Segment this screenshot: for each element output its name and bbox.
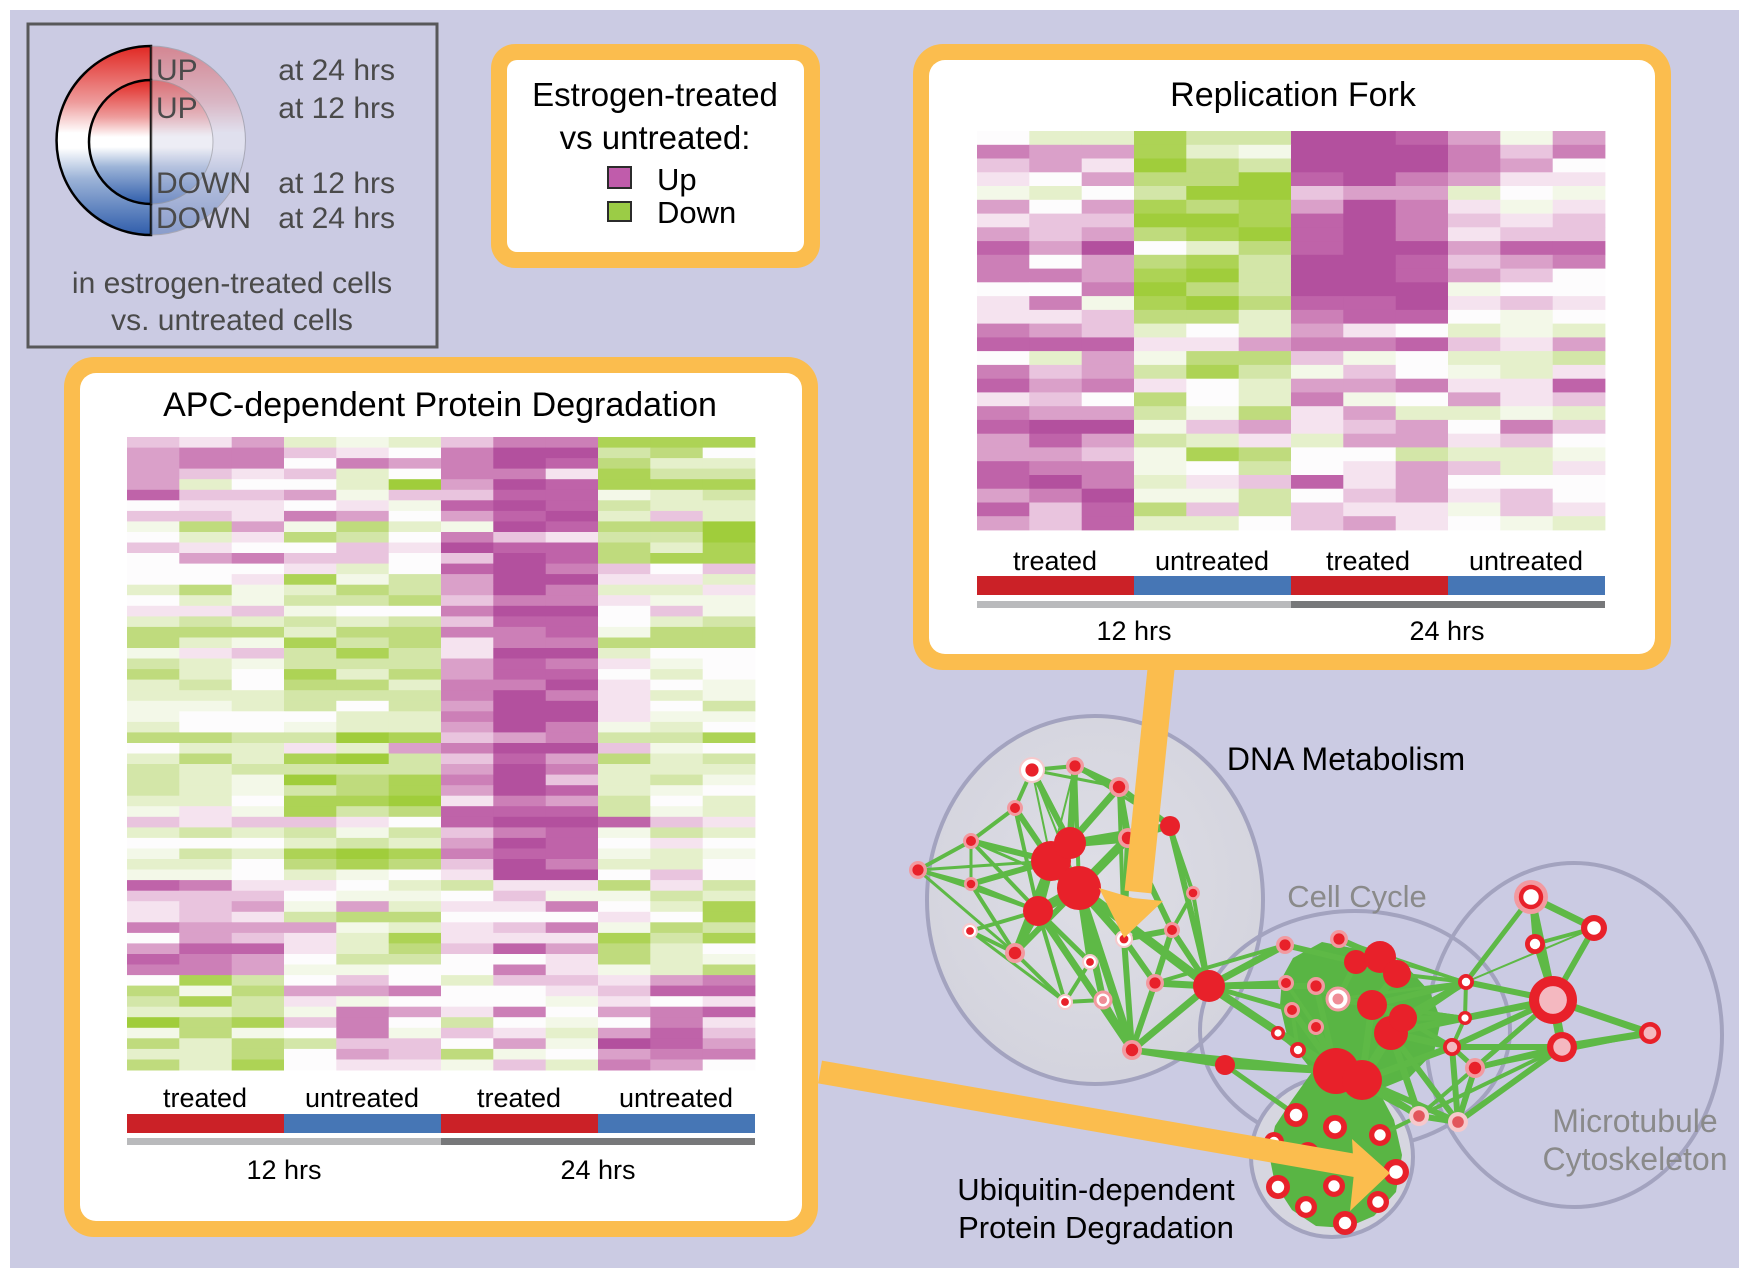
- svg-text:untreated: untreated: [1469, 546, 1583, 576]
- svg-text:treated: treated: [477, 1083, 561, 1113]
- svg-text:Up: Up: [657, 162, 697, 197]
- svg-text:APC-dependent Protein Degradat: APC-dependent Protein Degradation: [163, 386, 717, 424]
- svg-text:at 12 hrs: at 12 hrs: [278, 92, 395, 125]
- svg-text:Replication Fork: Replication Fork: [1170, 76, 1417, 114]
- svg-text:Cell Cycle: Cell Cycle: [1287, 879, 1427, 914]
- svg-text:Microtubule: Microtubule: [1552, 1103, 1717, 1139]
- svg-text:untreated: untreated: [305, 1083, 419, 1113]
- svg-text:treated: treated: [1013, 546, 1097, 576]
- svg-text:Ubiquitin-dependent: Ubiquitin-dependent: [957, 1172, 1235, 1207]
- svg-text:Estrogen-treated: Estrogen-treated: [532, 76, 778, 113]
- svg-text:vs. untreated cells: vs. untreated cells: [111, 304, 353, 337]
- svg-text:DOWN: DOWN: [156, 202, 251, 235]
- svg-text:at 24 hrs: at 24 hrs: [278, 54, 395, 87]
- svg-text:12 hrs: 12 hrs: [246, 1155, 321, 1185]
- svg-text:in estrogen-treated cells: in estrogen-treated cells: [72, 267, 392, 300]
- svg-text:Down: Down: [657, 195, 736, 230]
- svg-text:24 hrs: 24 hrs: [1409, 616, 1484, 646]
- svg-text:untreated: untreated: [619, 1083, 733, 1113]
- svg-text:DOWN: DOWN: [156, 167, 251, 200]
- svg-text:vs untreated:: vs untreated:: [560, 119, 751, 156]
- svg-text:12 hrs: 12 hrs: [1096, 616, 1171, 646]
- svg-text:DNA Metabolism: DNA Metabolism: [1227, 741, 1465, 777]
- svg-text:UP: UP: [156, 54, 198, 87]
- svg-text:UP: UP: [156, 92, 198, 125]
- svg-text:treated: treated: [1326, 546, 1410, 576]
- svg-text:at 24 hrs: at 24 hrs: [278, 202, 395, 235]
- svg-text:24 hrs: 24 hrs: [560, 1155, 635, 1185]
- svg-text:untreated: untreated: [1155, 546, 1269, 576]
- svg-text:at 12 hrs: at 12 hrs: [278, 167, 395, 200]
- svg-text:Cytoskeleton: Cytoskeleton: [1543, 1141, 1728, 1177]
- svg-text:Protein Degradation: Protein Degradation: [958, 1210, 1234, 1245]
- svg-text:treated: treated: [163, 1083, 247, 1113]
